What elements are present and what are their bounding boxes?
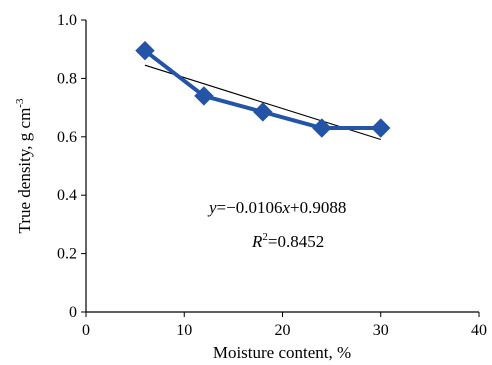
- equation-text: y=−0.0106x+0.9088: [207, 198, 346, 217]
- equation-coef: =−0.0106: [217, 198, 283, 217]
- x-tick-label: 0: [82, 322, 90, 339]
- y-tick-label: 0.6: [57, 129, 77, 146]
- y-axis-title-exp: -3: [14, 98, 26, 108]
- x-tick-label: 30: [373, 322, 389, 339]
- tick-labels: 0 10 20 30 40 0 0.2 0.4 0.6 0.8 1.0: [57, 12, 487, 339]
- data-point-diamond: [253, 102, 273, 122]
- axis-ticks: [81, 19, 480, 317]
- x-tick-label: 20: [275, 322, 291, 339]
- y-tick-label: 1.0: [57, 12, 77, 29]
- y-axis-title: True density, g cm-3: [14, 98, 34, 233]
- x-tick-label: 40: [471, 322, 487, 339]
- y-tick-label: 0: [69, 304, 77, 321]
- r-squared-value: =0.8452: [268, 232, 324, 251]
- data-point-diamond: [135, 40, 155, 61]
- x-axis-title: Moisture content, %: [213, 343, 351, 362]
- r-squared-exp: 2: [262, 231, 268, 243]
- equation-x-var: x: [281, 198, 290, 217]
- data-point-diamond: [371, 118, 391, 138]
- data-point-diamond: [194, 86, 214, 106]
- y-axis-title-main: True density, g cm: [15, 108, 34, 234]
- r-squared-text: R2=0.8452: [251, 231, 324, 251]
- r-squared-base: R: [251, 232, 263, 251]
- equation-intercept: +0.9088: [290, 198, 346, 217]
- data-point-diamond: [312, 118, 332, 138]
- series-markers: [135, 40, 391, 138]
- y-tick-label: 0.4: [57, 187, 77, 204]
- equation-y-var: y: [207, 198, 217, 217]
- y-tick-label: 0.2: [57, 246, 77, 263]
- y-tick-label: 0.8: [57, 70, 77, 87]
- x-tick-label: 10: [176, 322, 192, 339]
